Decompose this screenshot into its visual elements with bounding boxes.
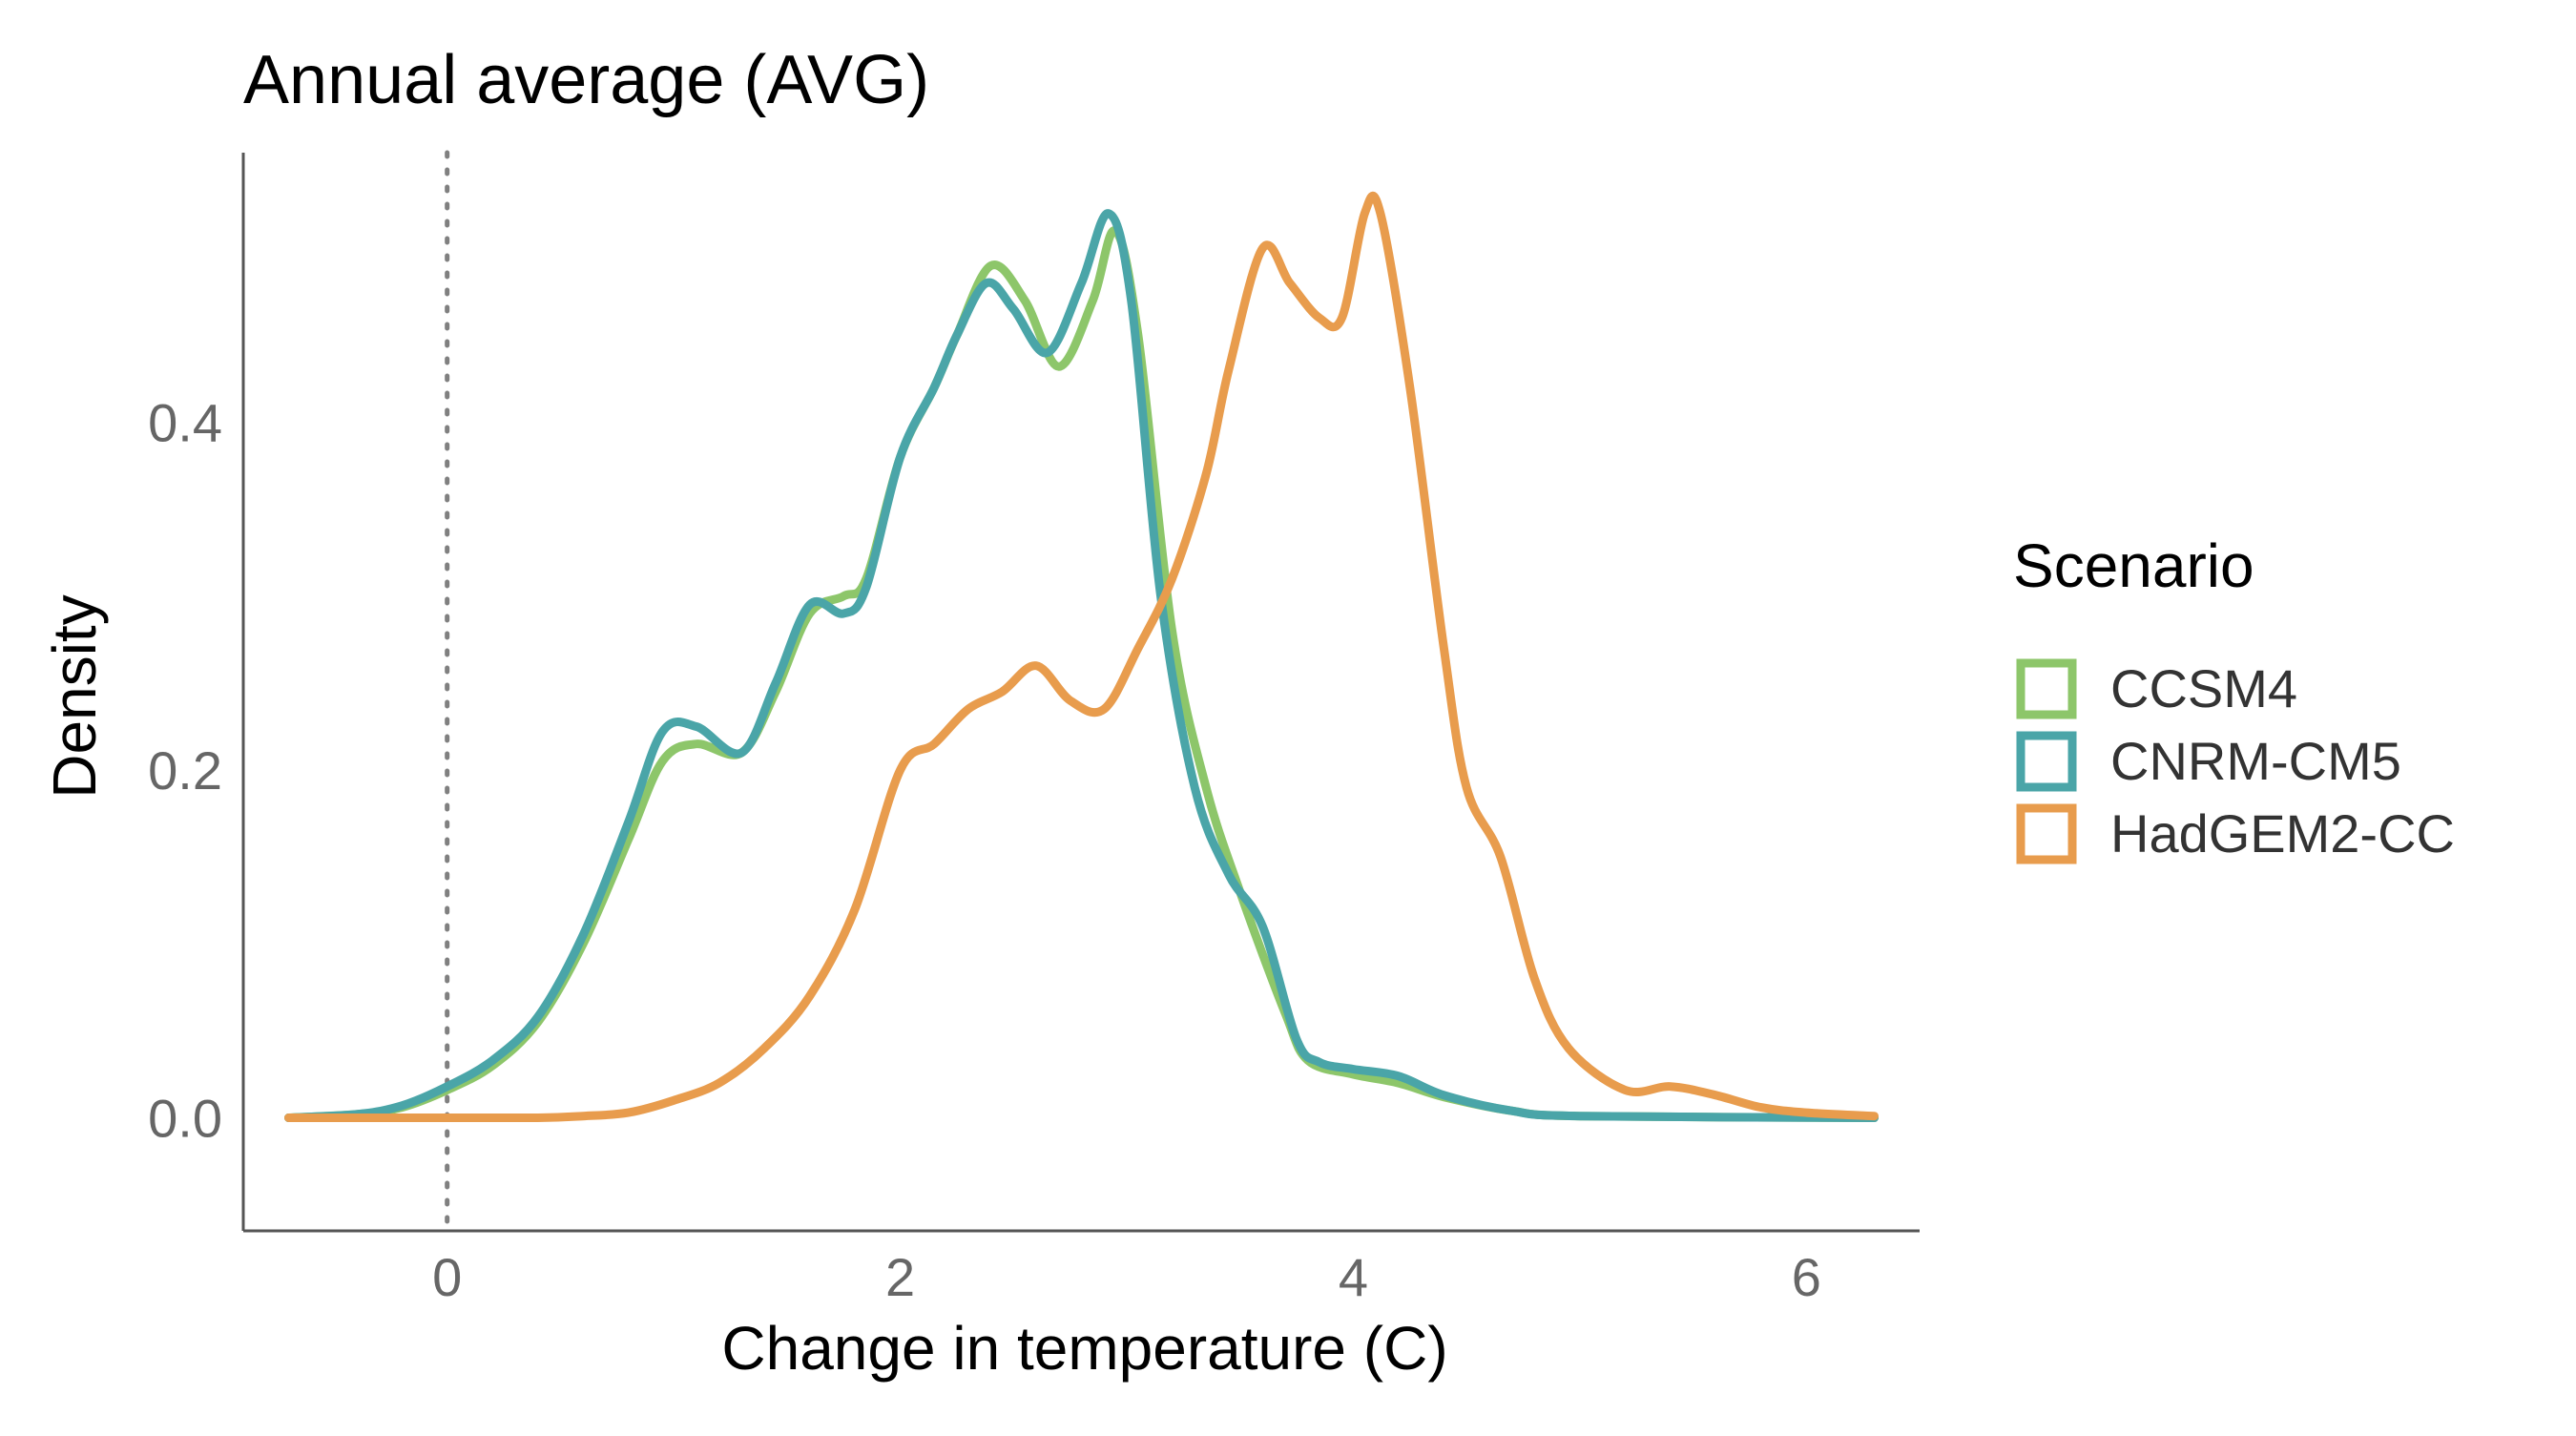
y-tick-label: 0.4: [148, 393, 222, 453]
legend-label-cnrm-cm5: CNRM-CM5: [2110, 731, 2401, 791]
legend-label-hadgem2-cc: HadGEM2-CC: [2110, 803, 2455, 864]
x-axis-title: Change in temperature (C): [721, 1314, 1447, 1383]
legend-label-ccsm4: CCSM4: [2110, 658, 2297, 718]
x-tick-label: 2: [885, 1247, 915, 1307]
y-tick-label: 0.0: [148, 1089, 222, 1149]
series-line-cnrm-cm5: [284, 209, 1879, 1122]
series-line-ccsm4: [284, 226, 1879, 1122]
y-tick-label: 0.2: [148, 740, 222, 801]
legend-key-ccsm4: [2016, 658, 2077, 719]
legend: Scenario CCSM4 CNRM-CM5 HadGEM2-CC: [2013, 531, 2455, 864]
legend-key-hadgem2-cc: [2016, 803, 2077, 864]
x-tick-label: 0: [432, 1247, 462, 1307]
legend-title: Scenario: [2013, 531, 2254, 600]
legend-key-cnrm-cm5: [2016, 731, 2077, 792]
chart-title: Annual average (AVG): [243, 42, 929, 118]
axes-layer: 0 2 4 6 0.0 0.2 0.4: [148, 153, 1920, 1307]
series-line-hadgem2-cc: [284, 192, 1879, 1123]
x-tick-label: 6: [1792, 1247, 1821, 1307]
y-axis-title: Density: [40, 594, 109, 798]
series-layer: [284, 192, 1879, 1123]
x-tick-label: 4: [1339, 1247, 1368, 1307]
